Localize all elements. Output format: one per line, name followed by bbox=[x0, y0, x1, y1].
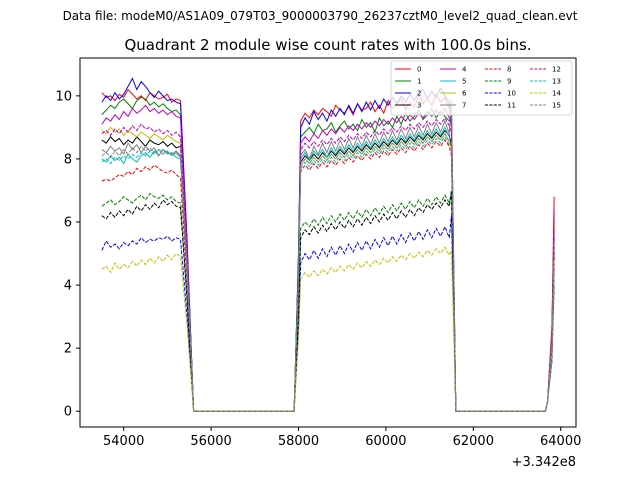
y-tick-label: 8 bbox=[64, 152, 72, 167]
x-axis: 54000 56000 58000 60000 62000 64000 bbox=[103, 427, 581, 449]
series-line-12 bbox=[101, 116, 555, 412]
x-tick-label: 62000 bbox=[453, 434, 494, 449]
legend-label-3: 3 bbox=[417, 102, 421, 110]
x-tick-label: 64000 bbox=[540, 434, 581, 449]
series-line-10 bbox=[101, 215, 555, 412]
legend-label-12: 12 bbox=[552, 66, 561, 74]
legend-label-14: 14 bbox=[552, 90, 561, 98]
y-tick-label: 10 bbox=[55, 89, 72, 104]
figure-suptitle: Data file: modeM0/AS1A09_079T03_90000037… bbox=[63, 9, 578, 23]
x-tick-label: 60000 bbox=[365, 434, 406, 449]
y-tick-label: 6 bbox=[64, 216, 72, 231]
x-tick-label: 54000 bbox=[103, 434, 144, 449]
legend-label-6: 6 bbox=[462, 90, 467, 98]
plot-area bbox=[79, 57, 577, 428]
y-tick-label: 0 bbox=[64, 405, 72, 420]
series-line-11 bbox=[101, 190, 555, 412]
series-layer bbox=[101, 77, 555, 412]
legend-label-8: 8 bbox=[507, 66, 511, 74]
y-tick-label: 2 bbox=[64, 342, 72, 357]
legend-label-5: 5 bbox=[462, 78, 466, 86]
legend-box bbox=[390, 60, 573, 116]
legend-label-4: 4 bbox=[462, 66, 467, 74]
legend-label-0: 0 bbox=[417, 66, 421, 74]
y-axis: 0 2 4 6 8 10 bbox=[55, 89, 80, 420]
legend-label-13: 13 bbox=[552, 78, 561, 86]
axes-frame bbox=[79, 57, 577, 428]
y-tick-label: 4 bbox=[64, 279, 72, 294]
legend-label-9: 9 bbox=[507, 78, 511, 86]
x-tick-label: 58000 bbox=[278, 434, 319, 449]
series-line-8 bbox=[101, 139, 555, 412]
legend-label-2: 2 bbox=[417, 90, 421, 98]
x-offset-label: +3.342e8 bbox=[512, 455, 576, 470]
legend-label-15: 15 bbox=[552, 102, 561, 110]
series-line-15 bbox=[101, 132, 555, 412]
series-line-9 bbox=[101, 192, 555, 412]
legend-label-7: 7 bbox=[462, 102, 466, 110]
legend-label-10: 10 bbox=[507, 90, 516, 98]
chart-title: Quadrant 2 module wise count rates with … bbox=[124, 36, 531, 54]
series-line-13 bbox=[101, 135, 555, 412]
legend-label-1: 1 bbox=[417, 78, 421, 86]
series-line-3 bbox=[101, 129, 555, 412]
x-tick-label: 56000 bbox=[190, 434, 231, 449]
series-line-14 bbox=[101, 246, 555, 412]
legend-label-11: 11 bbox=[507, 102, 516, 110]
series-line-5 bbox=[101, 126, 555, 412]
